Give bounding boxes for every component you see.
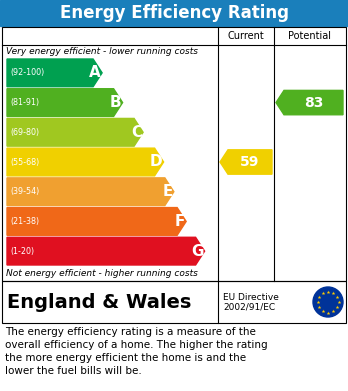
Text: C: C: [131, 125, 142, 140]
Text: B: B: [110, 95, 121, 110]
Text: (81-91): (81-91): [10, 98, 39, 107]
Text: 2002/91/EC: 2002/91/EC: [223, 303, 275, 312]
Polygon shape: [7, 178, 174, 206]
Text: Energy Efficiency Rating: Energy Efficiency Rating: [60, 4, 288, 22]
Polygon shape: [7, 59, 102, 87]
Text: (21-38): (21-38): [10, 217, 39, 226]
Polygon shape: [7, 237, 205, 265]
Text: 83: 83: [304, 95, 323, 109]
Bar: [2, 27, 346, 281]
Text: lower the fuel bills will be.: lower the fuel bills will be.: [5, 366, 142, 376]
Text: 59: 59: [240, 155, 260, 169]
Bar: [0, 0, 348, 26]
Text: (69-80): (69-80): [10, 128, 39, 137]
Text: A: A: [89, 65, 101, 81]
Text: EU Directive: EU Directive: [223, 292, 279, 301]
Polygon shape: [7, 118, 143, 146]
Polygon shape: [7, 208, 186, 235]
Text: (55-68): (55-68): [10, 158, 39, 167]
Polygon shape: [7, 89, 122, 117]
Text: the more energy efficient the home is and the: the more energy efficient the home is an…: [5, 353, 246, 363]
Text: England & Wales: England & Wales: [7, 292, 191, 312]
Text: The energy efficiency rating is a measure of the: The energy efficiency rating is a measur…: [5, 327, 256, 337]
Bar: [2, 281, 346, 323]
Text: (39-54): (39-54): [10, 187, 39, 196]
Text: D: D: [150, 154, 163, 170]
Text: F: F: [175, 214, 185, 229]
Polygon shape: [7, 148, 164, 176]
Text: Not energy efficient - higher running costs: Not energy efficient - higher running co…: [6, 269, 198, 278]
Text: E: E: [163, 184, 173, 199]
Text: Current: Current: [228, 31, 264, 41]
Text: (1-20): (1-20): [10, 247, 34, 256]
Text: (92-100): (92-100): [10, 68, 44, 77]
Polygon shape: [276, 90, 343, 115]
Text: Potential: Potential: [288, 31, 331, 41]
Circle shape: [313, 287, 343, 317]
Text: Very energy efficient - lower running costs: Very energy efficient - lower running co…: [6, 47, 198, 57]
Text: G: G: [191, 244, 204, 258]
Text: overall efficiency of a home. The higher the rating: overall efficiency of a home. The higher…: [5, 340, 268, 350]
Polygon shape: [220, 150, 272, 174]
